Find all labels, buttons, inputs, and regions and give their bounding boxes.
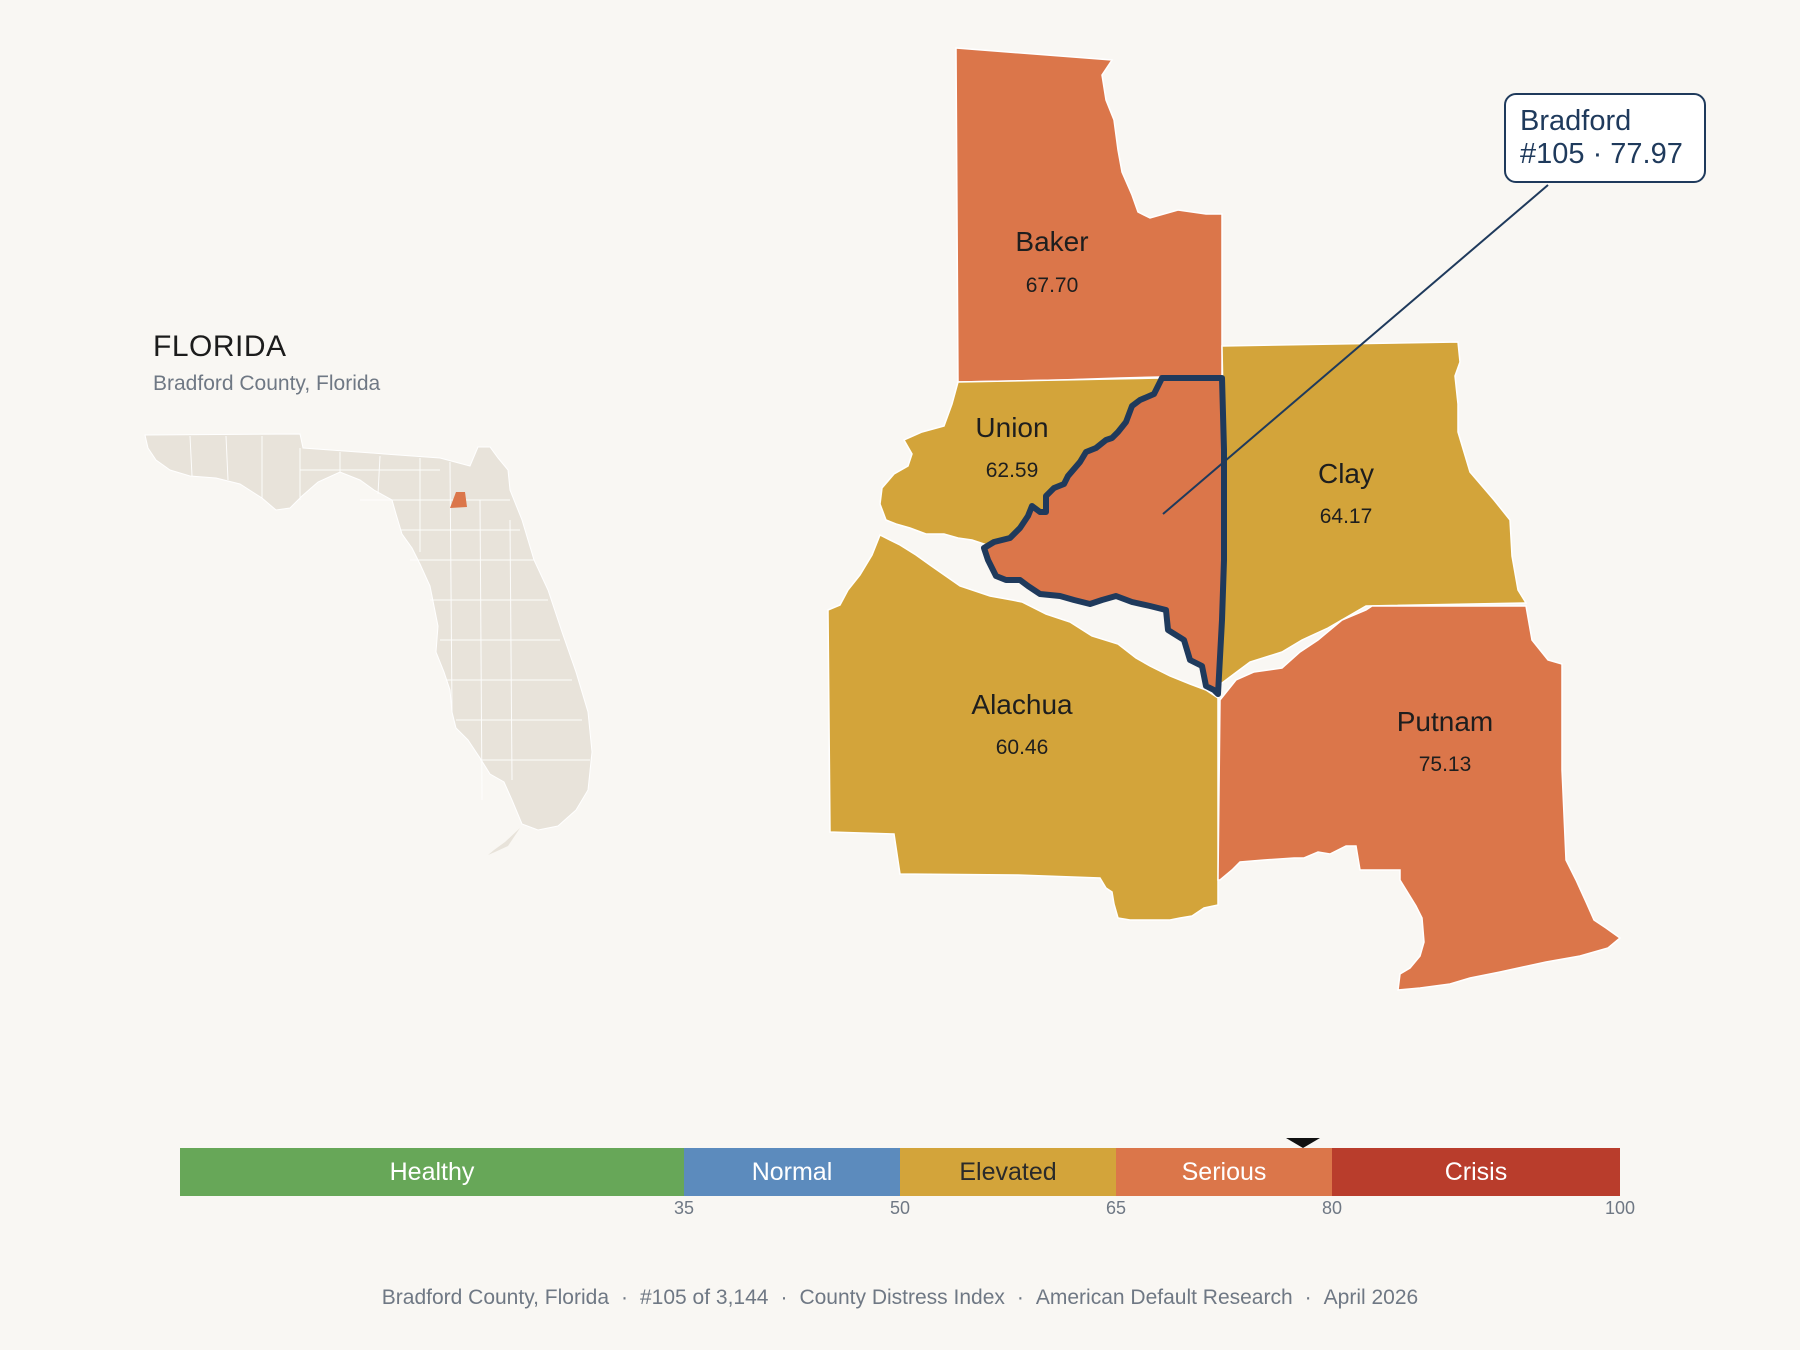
county-label-clay: Clay xyxy=(1318,458,1374,489)
scale-tick: 65 xyxy=(1105,1198,1127,1218)
scale-segment-crisis: Crisis xyxy=(1332,1148,1620,1196)
footer-index: County Distress Index xyxy=(799,1286,1005,1309)
county-label-putnam: Putnam xyxy=(1397,706,1494,737)
county-label-union: Union xyxy=(975,412,1048,443)
scale-tick: 50 xyxy=(889,1198,911,1218)
distress-scale: Healthy Normal Elevated Serious Crisis xyxy=(180,1148,1620,1196)
footer-separator: · xyxy=(621,1286,628,1309)
county-labels: Baker 67.70 Union 62.59 Clay 64.17 Alach… xyxy=(971,226,1493,776)
footer-separator: · xyxy=(1304,1286,1312,1309)
county-label-baker: Baker xyxy=(1015,226,1088,257)
scale-tick: 35 xyxy=(673,1198,695,1218)
scale-tick: 100 xyxy=(1604,1198,1636,1218)
scale-segment-healthy: Healthy xyxy=(180,1148,684,1196)
footer-separator: · xyxy=(780,1286,788,1309)
florida-locator-map xyxy=(144,433,593,855)
footer-rank: #105 of 3,144 xyxy=(640,1286,769,1309)
scale-segment-normal: Normal xyxy=(684,1148,900,1196)
county-label-alachua: Alachua xyxy=(971,689,1073,720)
county-alachua[interactable] xyxy=(827,533,1219,921)
scale-segment-serious: Serious xyxy=(1116,1148,1332,1196)
county-putnam[interactable] xyxy=(1217,605,1622,991)
bradford-locator-marker xyxy=(450,492,467,508)
callout-leader-line xyxy=(1162,184,1549,515)
county-baker[interactable] xyxy=(955,47,1223,383)
florida-keys-shape xyxy=(488,828,520,855)
scale-tick: 80 xyxy=(1321,1198,1343,1218)
county-bradford[interactable] xyxy=(981,375,1227,697)
state-title: FLORIDA xyxy=(153,330,287,363)
state-subtitle: Bradford County, Florida xyxy=(153,372,381,395)
footer-separator: · xyxy=(1016,1286,1024,1309)
county-score-union: 62.59 xyxy=(986,459,1039,482)
florida-state-shape xyxy=(144,433,593,831)
scale-segment-elevated: Elevated xyxy=(900,1148,1116,1196)
footer-date: April 2026 xyxy=(1323,1286,1419,1309)
callout-rank-score: #105 · 77.97 xyxy=(1520,138,1683,170)
footer: Bradford County, Florida · #105 of 3,144 · C… xyxy=(0,1286,1800,1310)
bradford-callout: Bradford #105 · 77.97 xyxy=(1504,93,1706,183)
callout-county-name: Bradford xyxy=(1520,105,1632,137)
footer-source: American Default Research xyxy=(1035,1286,1293,1309)
score-marker-icon xyxy=(1285,1138,1320,1148)
county-score-baker: 67.70 xyxy=(1026,274,1079,297)
county-score-putnam: 75.13 xyxy=(1419,753,1472,776)
county-score-clay: 64.17 xyxy=(1320,505,1373,528)
footer-county: Bradford County, Florida xyxy=(381,1286,609,1309)
county-score-alachua: 60.46 xyxy=(996,736,1049,759)
